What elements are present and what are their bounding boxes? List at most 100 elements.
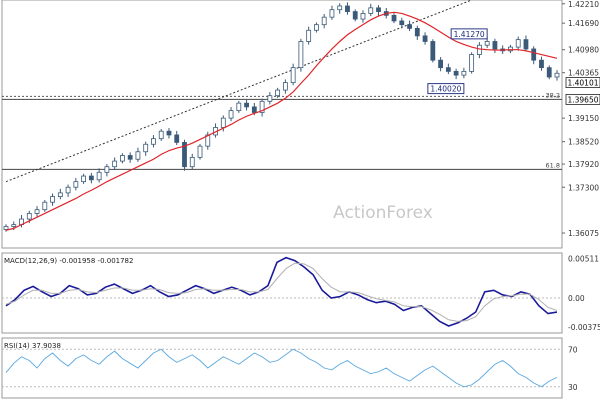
candle-body bbox=[407, 24, 412, 29]
price-tick-label: 1.40365 bbox=[568, 69, 599, 78]
macd-tick-label: 0.00511 bbox=[568, 254, 599, 263]
candle-body bbox=[197, 145, 203, 158]
candle-body bbox=[3, 226, 9, 230]
macd-tick-label: -0.003754 bbox=[568, 323, 600, 332]
candle-body bbox=[275, 89, 281, 97]
candle-body bbox=[42, 201, 48, 211]
candle-body bbox=[391, 14, 397, 22]
price-tick-label: 1.39150 bbox=[568, 114, 599, 123]
candle-body bbox=[476, 44, 482, 55]
candle-body bbox=[531, 48, 537, 61]
candle-body bbox=[352, 11, 358, 20]
price-tick-label: 1.37300 bbox=[568, 183, 599, 192]
candle-body bbox=[120, 155, 125, 162]
price-annotation-box bbox=[450, 28, 488, 40]
price-annotation-text: 1.41270 bbox=[454, 30, 485, 39]
candle-body bbox=[112, 160, 118, 168]
candle-body bbox=[508, 46, 513, 52]
candle-body bbox=[158, 130, 164, 140]
candle-body bbox=[376, 7, 381, 12]
candle-body bbox=[554, 72, 560, 78]
candle-body bbox=[267, 95, 273, 102]
moving-average-line bbox=[5, 11, 558, 231]
candle-body bbox=[57, 192, 63, 198]
candle-body bbox=[34, 209, 40, 214]
candle-body bbox=[228, 110, 234, 119]
candle-body bbox=[368, 7, 374, 14]
candle-body bbox=[174, 134, 180, 143]
candle-body bbox=[205, 134, 211, 147]
candle-body bbox=[484, 41, 490, 46]
trendline bbox=[5, 0, 472, 183]
candle-body bbox=[282, 82, 288, 91]
candle-body bbox=[96, 171, 102, 181]
candle-body bbox=[329, 9, 335, 18]
candle-body bbox=[104, 166, 110, 173]
candle-body bbox=[461, 70, 467, 76]
rsi-panel-frame bbox=[1, 337, 563, 399]
price-panel-frame bbox=[1, 0, 563, 249]
candle-body bbox=[422, 35, 428, 42]
fib-level-label: 61.8 bbox=[546, 161, 560, 169]
candle-body bbox=[438, 59, 443, 69]
price-tick-label: 1.37920 bbox=[568, 160, 599, 169]
price-annotation-text: 1.40020 bbox=[430, 85, 461, 94]
candle-body bbox=[298, 41, 304, 69]
candle-body bbox=[345, 5, 350, 12]
price-tick-label: 1.38520 bbox=[568, 138, 599, 147]
candle-body bbox=[127, 155, 133, 160]
candle-body bbox=[81, 175, 87, 183]
candle-body bbox=[360, 13, 366, 20]
candle-body bbox=[182, 142, 187, 168]
signal-line bbox=[5, 262, 558, 322]
price-tick-label: 1.36075 bbox=[568, 229, 599, 238]
candle-body bbox=[445, 67, 451, 72]
watermark: ActionForex bbox=[333, 203, 433, 223]
price-tick-label: 1.41690 bbox=[568, 19, 599, 28]
candle-body bbox=[88, 175, 94, 181]
candle-body bbox=[539, 59, 544, 69]
candle-body bbox=[414, 28, 420, 37]
rsi-tick-label: 70 bbox=[568, 345, 578, 354]
fib-level-label: 38.2 bbox=[546, 91, 560, 99]
candle-body bbox=[50, 196, 55, 203]
candle-body bbox=[251, 106, 257, 113]
current-price-text: 1.40101 bbox=[567, 79, 598, 88]
current-price-tag bbox=[565, 77, 600, 88]
fib-price-tag bbox=[565, 94, 600, 105]
candle-body bbox=[515, 39, 521, 48]
candle-body bbox=[314, 24, 319, 31]
candle-body bbox=[135, 151, 141, 160]
candle-body bbox=[151, 138, 156, 145]
macd-tick-label: 0.00 bbox=[568, 294, 585, 303]
candle-body bbox=[321, 16, 327, 26]
candle-body bbox=[65, 186, 71, 194]
candle-body bbox=[523, 39, 529, 50]
candle-body bbox=[546, 67, 552, 78]
macd-panel-frame bbox=[1, 252, 563, 334]
candle-body bbox=[259, 100, 265, 113]
candle-body bbox=[337, 5, 343, 11]
candle-body bbox=[220, 117, 226, 128]
candle-body bbox=[244, 102, 249, 108]
candle-body bbox=[492, 41, 498, 50]
candle-body bbox=[166, 130, 172, 136]
candle-body bbox=[469, 54, 475, 72]
candle-body bbox=[11, 224, 17, 227]
candle-body bbox=[189, 156, 195, 168]
candle-body bbox=[399, 20, 405, 26]
candle-body bbox=[290, 67, 296, 84]
candle-body bbox=[453, 70, 459, 76]
rsi-tick-label: 30 bbox=[568, 383, 578, 392]
fib-price-text: 1.39650 bbox=[567, 95, 598, 104]
candle-body bbox=[143, 143, 149, 153]
candle-body bbox=[73, 181, 79, 188]
candle-body bbox=[306, 29, 312, 42]
candle-body bbox=[26, 213, 32, 220]
candle-body bbox=[236, 102, 242, 112]
rsi-title: RSI(14) 37.9038 bbox=[4, 342, 61, 350]
price-tick-label: 1.42210 bbox=[568, 0, 599, 9]
price-tick-label: 1.40980 bbox=[568, 46, 599, 55]
